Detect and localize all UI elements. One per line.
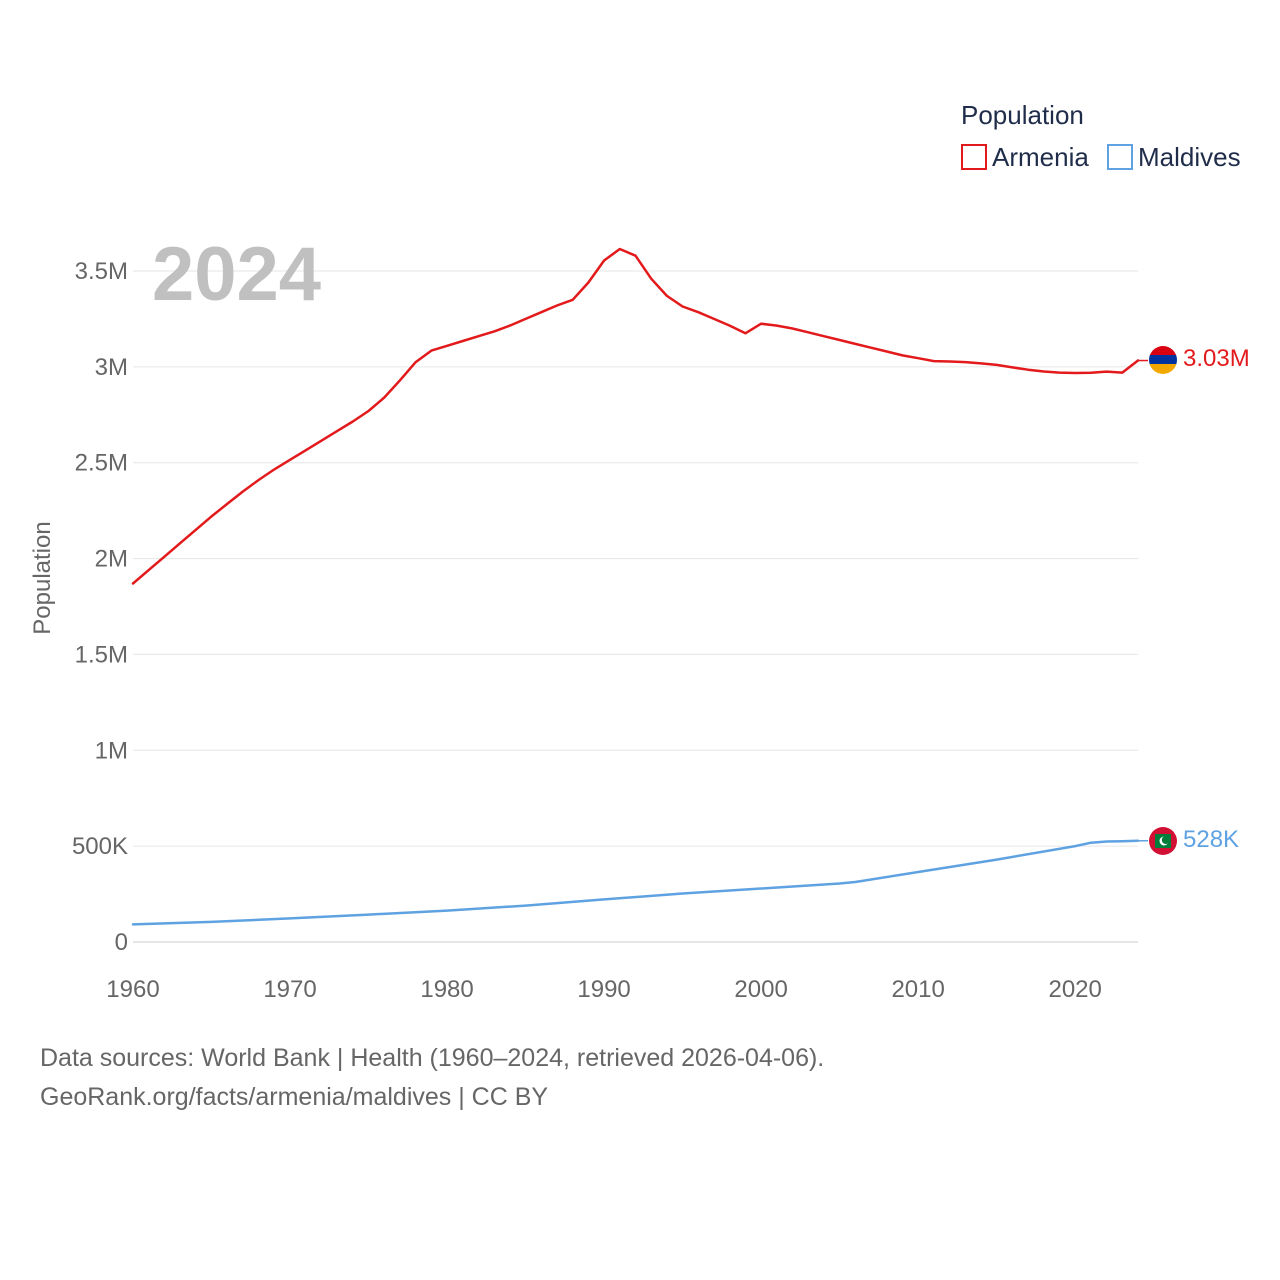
x-tick-label: 2000 — [734, 976, 787, 1003]
y-tick-label: 500K — [72, 833, 128, 860]
y-axis-ticks: 0 500K 1M 1.5M 2M 2.5M 3M 3.5M — [72, 258, 128, 956]
x-tick-label: 2020 — [1048, 976, 1101, 1003]
legend[interactable]: Population Armenia Maldives — [961, 100, 1241, 172]
legend-item-maldives[interactable]: Maldives — [1107, 142, 1241, 172]
x-tick-label: 1980 — [420, 976, 473, 1003]
series-line-maldives[interactable] — [131, 839, 1140, 926]
armenia-end-label: 3.03M — [1183, 345, 1250, 372]
source-line-2[interactable]: GeoRank.org/facts/armenia/maldives | CC … — [40, 1083, 549, 1111]
y-tick-label: 2M — [95, 546, 128, 573]
y-tick-label: 1M — [95, 737, 128, 764]
y-tick-label: 3M — [95, 354, 128, 381]
y-tick-label: 2.5M — [75, 450, 128, 477]
legend-swatch-armenia — [961, 144, 987, 170]
legend-label-armenia: Armenia — [992, 142, 1089, 172]
series-line-armenia[interactable] — [131, 247, 1140, 585]
x-tick-label: 1990 — [577, 976, 630, 1003]
gridlines — [133, 270, 1138, 943]
y-tick-label: 3.5M — [75, 258, 128, 285]
x-axis-ticks: 1960 1970 1980 1990 2000 2010 2020 — [106, 976, 1102, 1003]
legend-label-maldives: Maldives — [1138, 142, 1241, 172]
y-tick-label: 1.5M — [75, 641, 128, 668]
armenia-flag-icon — [1149, 346, 1177, 374]
maldives-end-label: 528K — [1183, 826, 1239, 853]
maldives-flag-icon — [1149, 827, 1177, 855]
legend-title: Population — [961, 100, 1084, 130]
legend-item-armenia[interactable]: Armenia — [961, 142, 1089, 172]
series-layer — [131, 247, 1148, 926]
x-tick-label: 1960 — [106, 976, 159, 1003]
y-tick-label: 0 — [115, 929, 128, 956]
x-tick-label: 1970 — [263, 976, 316, 1003]
year-label: 2024 — [152, 232, 321, 317]
y-axis-title: Population — [29, 521, 56, 634]
source-line-1: Data sources: World Bank | Health (1960–… — [40, 1044, 825, 1072]
x-tick-label: 2010 — [891, 976, 944, 1003]
legend-swatch-maldives — [1107, 144, 1133, 170]
